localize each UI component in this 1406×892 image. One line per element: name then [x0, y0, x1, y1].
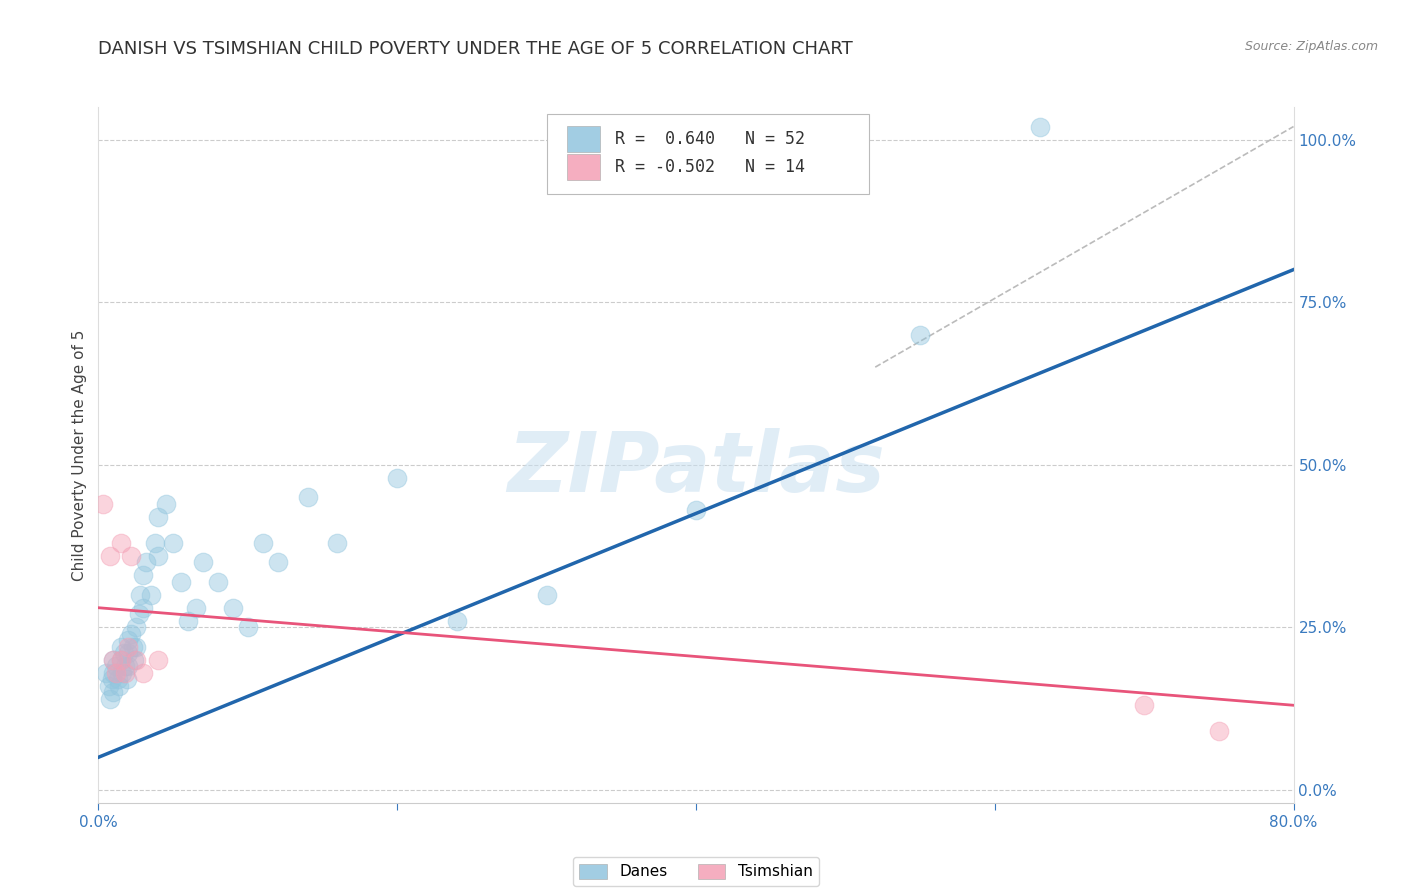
Point: [536, 588, 558, 602]
Point: [252, 535, 274, 549]
Point: [110, 640, 132, 654]
Point: [908, 327, 931, 342]
Point: [103, 653, 125, 667]
Point: [91, 497, 114, 511]
Point: [97, 679, 120, 693]
Point: [125, 640, 148, 654]
Point: [169, 574, 191, 589]
Point: [115, 672, 138, 686]
Point: [100, 549, 122, 563]
Point: [139, 588, 162, 602]
Point: [103, 685, 125, 699]
Point: [120, 626, 142, 640]
Point: [326, 535, 349, 549]
Point: [267, 555, 290, 569]
Point: [114, 665, 136, 680]
Point: [222, 600, 245, 615]
Y-axis label: Child Poverty Under the Age of 5: Child Poverty Under the Age of 5: [72, 329, 87, 581]
Point: [143, 535, 166, 549]
Point: [117, 646, 139, 660]
Point: [129, 588, 152, 602]
Point: [191, 555, 214, 569]
Point: [132, 568, 155, 582]
Point: [114, 659, 136, 673]
Point: [108, 679, 131, 693]
Point: [100, 691, 122, 706]
Point: [385, 471, 409, 485]
FancyBboxPatch shape: [567, 126, 600, 153]
Point: [110, 535, 132, 549]
Point: [110, 653, 132, 667]
Point: [132, 600, 155, 615]
Point: [103, 653, 125, 667]
Point: [121, 640, 143, 654]
FancyBboxPatch shape: [547, 114, 869, 194]
Point: [112, 646, 135, 660]
Point: [236, 620, 259, 634]
Point: [125, 653, 148, 667]
Point: [120, 549, 142, 563]
Point: [685, 503, 707, 517]
Text: ZIPatlas: ZIPatlas: [508, 428, 884, 509]
Point: [184, 600, 207, 615]
Legend: Danes, Tsimshian: Danes, Tsimshian: [574, 857, 818, 886]
Text: R = -0.502   N = 14: R = -0.502 N = 14: [614, 158, 804, 176]
Point: [148, 509, 170, 524]
Point: [177, 614, 200, 628]
Point: [297, 490, 319, 504]
Point: [124, 653, 146, 667]
Point: [105, 665, 128, 680]
Point: [117, 640, 139, 654]
Point: [148, 549, 170, 563]
Point: [162, 535, 184, 549]
Text: R =  0.640   N = 52: R = 0.640 N = 52: [614, 130, 804, 148]
Point: [446, 614, 468, 628]
Point: [103, 665, 125, 680]
Point: [94, 665, 117, 680]
Point: [1133, 698, 1156, 713]
FancyBboxPatch shape: [567, 153, 600, 180]
Point: [101, 672, 124, 686]
Point: [117, 633, 139, 648]
Text: Source: ZipAtlas.com: Source: ZipAtlas.com: [1244, 40, 1378, 54]
Point: [1028, 120, 1050, 134]
Text: DANISH VS TSIMSHIAN CHILD POVERTY UNDER THE AGE OF 5 CORRELATION CHART: DANISH VS TSIMSHIAN CHILD POVERTY UNDER …: [98, 40, 853, 58]
Point: [1208, 724, 1230, 739]
Point: [132, 665, 155, 680]
Point: [117, 659, 139, 673]
Point: [125, 620, 148, 634]
Point: [148, 653, 170, 667]
Point: [110, 653, 132, 667]
Point: [111, 665, 134, 680]
Point: [207, 574, 229, 589]
Point: [135, 555, 157, 569]
Point: [107, 672, 129, 686]
Point: [105, 659, 128, 673]
Point: [128, 607, 150, 622]
Point: [155, 497, 177, 511]
